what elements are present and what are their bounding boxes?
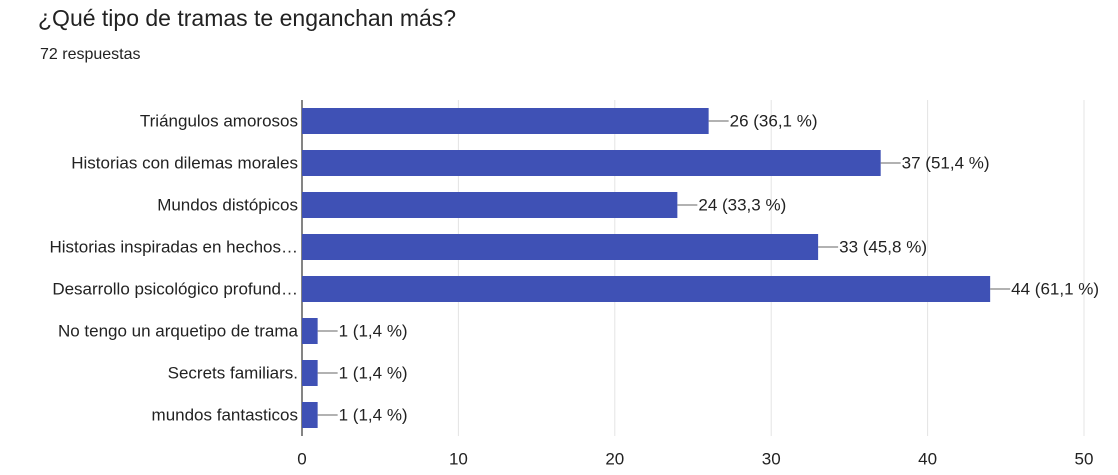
bar: [302, 360, 318, 386]
value-label: 1 (1,4 %): [339, 405, 408, 424]
chart-subtitle: 72 respuestas: [40, 46, 141, 63]
y-tick-label: Desarrollo psicológico profund…: [52, 279, 298, 298]
y-tick-label: mundos fantasticos: [152, 405, 298, 424]
x-tick-label: 40: [918, 449, 937, 468]
x-tick-label: 0: [297, 449, 306, 468]
y-tick-label: Triángulos amorosos: [140, 111, 298, 130]
bar: [302, 150, 881, 176]
x-tick-label: 10: [449, 449, 468, 468]
x-tick-label: 50: [1075, 449, 1094, 468]
value-label: 24 (33,3 %): [698, 195, 786, 214]
value-label: 33 (45,8 %): [839, 237, 927, 256]
x-tick-label: 30: [762, 449, 781, 468]
y-tick-label: Mundos distópicos: [157, 195, 298, 214]
value-label: 44 (61,1 %): [1011, 279, 1099, 298]
y-tick-label: Historias con dilemas morales: [71, 153, 298, 172]
bar: [302, 276, 991, 302]
value-label: 37 (51,4 %): [902, 153, 990, 172]
value-label: 1 (1,4 %): [339, 321, 408, 340]
bar: [302, 402, 318, 428]
y-tick-label: No tengo un arquetipo de trama: [58, 321, 299, 340]
chart-title: ¿Qué tipo de tramas te enganchan más?: [38, 5, 456, 31]
bar: [302, 234, 819, 260]
y-tick-label: Historias inspiradas en hechos…: [49, 237, 298, 256]
bar: [302, 318, 318, 344]
value-label: 26 (36,1 %): [730, 111, 818, 130]
y-tick-label: Secrets familiars.: [168, 363, 298, 382]
value-label: 1 (1,4 %): [339, 363, 408, 382]
bar: [302, 192, 678, 218]
bar: [302, 108, 709, 134]
x-tick-label: 20: [605, 449, 624, 468]
